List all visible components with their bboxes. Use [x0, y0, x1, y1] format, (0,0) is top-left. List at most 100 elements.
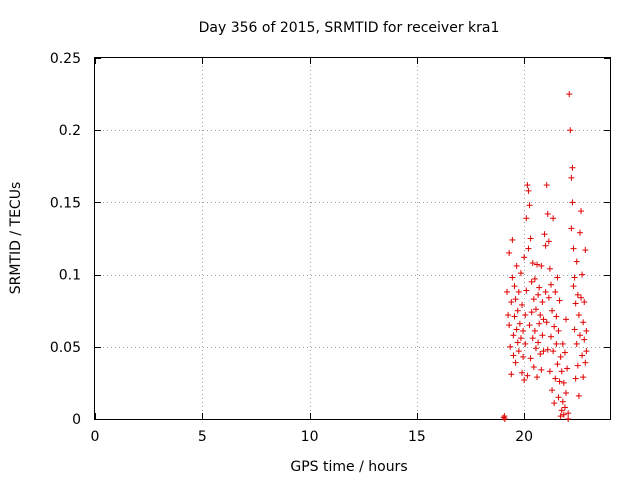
data-point	[582, 359, 589, 366]
data-point	[556, 378, 563, 385]
data-point	[550, 348, 557, 355]
data-point	[549, 307, 556, 314]
data-point	[523, 215, 530, 222]
y-axis-label: SRMTID / TECUs	[8, 182, 24, 295]
data-point	[513, 262, 520, 269]
data-point	[557, 413, 564, 420]
x-tick-label: 15	[408, 429, 426, 445]
data-point	[500, 414, 507, 421]
data-point	[561, 349, 568, 356]
data-point	[557, 353, 564, 360]
data-point	[538, 262, 545, 269]
data-point	[532, 306, 539, 313]
chart-title: Day 356 of 2015, SRMTID for receiver kra…	[199, 20, 500, 36]
data-point	[576, 229, 583, 236]
data-point	[554, 274, 561, 281]
data-point	[534, 261, 541, 268]
data-point	[561, 404, 568, 411]
axis-ticks: 0 5 10 15 20 0 0.05 0.1 0.15 0.2 0.25	[50, 51, 610, 445]
data-point	[569, 164, 576, 171]
y-tick-label: 0.25	[50, 51, 81, 67]
data-point	[551, 323, 558, 330]
data-point	[554, 361, 561, 368]
data-point	[529, 335, 536, 342]
data-point	[536, 320, 543, 327]
data-point	[525, 245, 532, 252]
data-point	[552, 288, 559, 295]
data-point	[521, 254, 528, 261]
y-tick-label: 0	[72, 412, 81, 428]
data-points	[500, 91, 590, 422]
data-point	[567, 127, 574, 134]
x-axis-label: GPS time / hours	[290, 459, 407, 475]
data-point	[539, 299, 546, 306]
data-point	[519, 369, 526, 376]
data-point	[566, 91, 573, 98]
data-point	[514, 307, 521, 314]
data-point	[581, 299, 588, 306]
x-tick-label: 10	[301, 429, 319, 445]
data-point	[575, 312, 582, 319]
data-point	[530, 296, 537, 303]
data-point	[519, 301, 526, 308]
data-point	[568, 174, 575, 181]
data-point	[564, 365, 571, 372]
data-point	[552, 375, 559, 382]
data-point	[573, 340, 580, 347]
data-point	[508, 299, 515, 306]
data-point	[521, 377, 528, 384]
data-point	[527, 355, 534, 362]
data-point	[513, 326, 520, 333]
data-point	[523, 287, 530, 294]
data-point	[579, 271, 586, 278]
data-point	[535, 339, 542, 346]
data-point	[549, 387, 556, 394]
data-point	[509, 236, 516, 243]
data-point	[574, 362, 581, 369]
data-point	[506, 249, 513, 256]
data-point	[553, 340, 560, 347]
data-point	[532, 345, 539, 352]
data-point	[510, 332, 517, 339]
data-point	[524, 372, 531, 379]
data-point	[520, 327, 527, 334]
data-point	[517, 270, 524, 277]
data-point	[542, 242, 549, 249]
data-point	[522, 312, 529, 319]
data-point	[539, 332, 546, 339]
y-tick-label: 0.15	[50, 195, 81, 211]
data-point	[517, 335, 524, 342]
data-point	[510, 352, 517, 359]
data-point	[560, 411, 567, 418]
data-point	[559, 340, 566, 347]
data-point	[572, 300, 579, 307]
data-point	[528, 278, 535, 285]
data-point	[525, 187, 532, 194]
data-point	[535, 291, 542, 298]
data-point	[542, 288, 549, 295]
data-point	[565, 410, 572, 417]
data-point	[524, 182, 531, 189]
data-point	[571, 326, 578, 333]
data-point	[512, 359, 519, 366]
data-point	[545, 294, 552, 301]
data-point	[550, 215, 557, 222]
data-point	[511, 313, 518, 320]
data-point	[528, 309, 535, 316]
data-point	[529, 260, 536, 267]
data-point	[579, 352, 586, 359]
data-point	[547, 333, 554, 340]
data-point	[547, 281, 554, 288]
data-point	[546, 368, 553, 375]
data-point	[559, 398, 566, 405]
data-point	[540, 348, 547, 355]
data-point	[540, 316, 547, 323]
plot-frame	[94, 57, 611, 420]
grid-lines	[95, 58, 610, 419]
data-point	[508, 371, 515, 378]
data-point	[560, 379, 567, 386]
data-point	[534, 374, 541, 381]
data-point	[581, 336, 588, 343]
data-point	[506, 322, 513, 329]
data-point	[565, 416, 572, 422]
